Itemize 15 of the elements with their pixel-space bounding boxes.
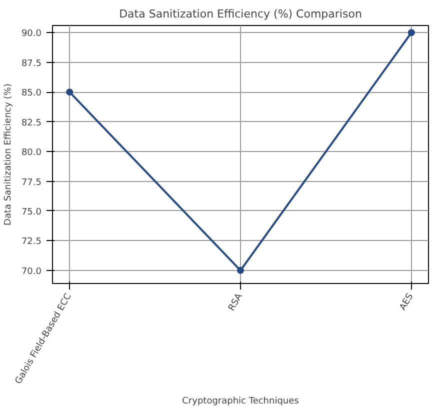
y-tick-label: 82.5 — [21, 118, 42, 128]
x-axis-title: Cryptographic Techniques — [182, 396, 300, 407]
y-tick-label: 87.5 — [21, 58, 42, 69]
point — [408, 29, 415, 36]
y-axis-title: Data Sanitization Efficiency (%) — [3, 84, 14, 226]
y-tick-label: 72.5 — [21, 237, 42, 248]
point — [66, 88, 74, 96]
y-tick-label: 70.0 — [21, 266, 42, 277]
y-tick-label: 77.5 — [21, 178, 42, 188]
y-tick-label: 80.0 — [21, 148, 42, 158]
point — [237, 266, 244, 274]
y-tick-label: 85.0 — [21, 88, 42, 99]
y-tick-label: 75.0 — [21, 207, 42, 218]
y-tick-label: 90.0 — [21, 29, 42, 40]
chart-title: Data Sanitization Efficiency (%) Comparison — [119, 8, 362, 20]
